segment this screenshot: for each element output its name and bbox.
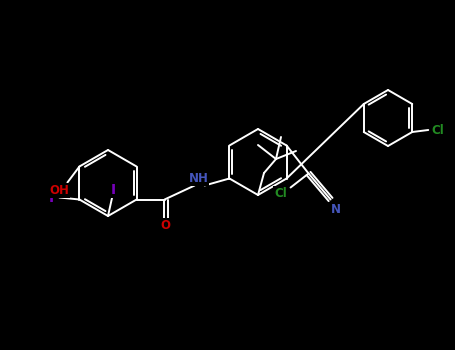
Text: OH: OH (50, 184, 69, 197)
Text: I: I (111, 183, 116, 197)
Text: I: I (49, 190, 54, 204)
Text: NH: NH (189, 172, 208, 185)
Text: O: O (161, 219, 171, 232)
Text: Cl: Cl (274, 187, 287, 200)
Text: Cl: Cl (432, 124, 445, 136)
Text: N: N (331, 203, 341, 216)
